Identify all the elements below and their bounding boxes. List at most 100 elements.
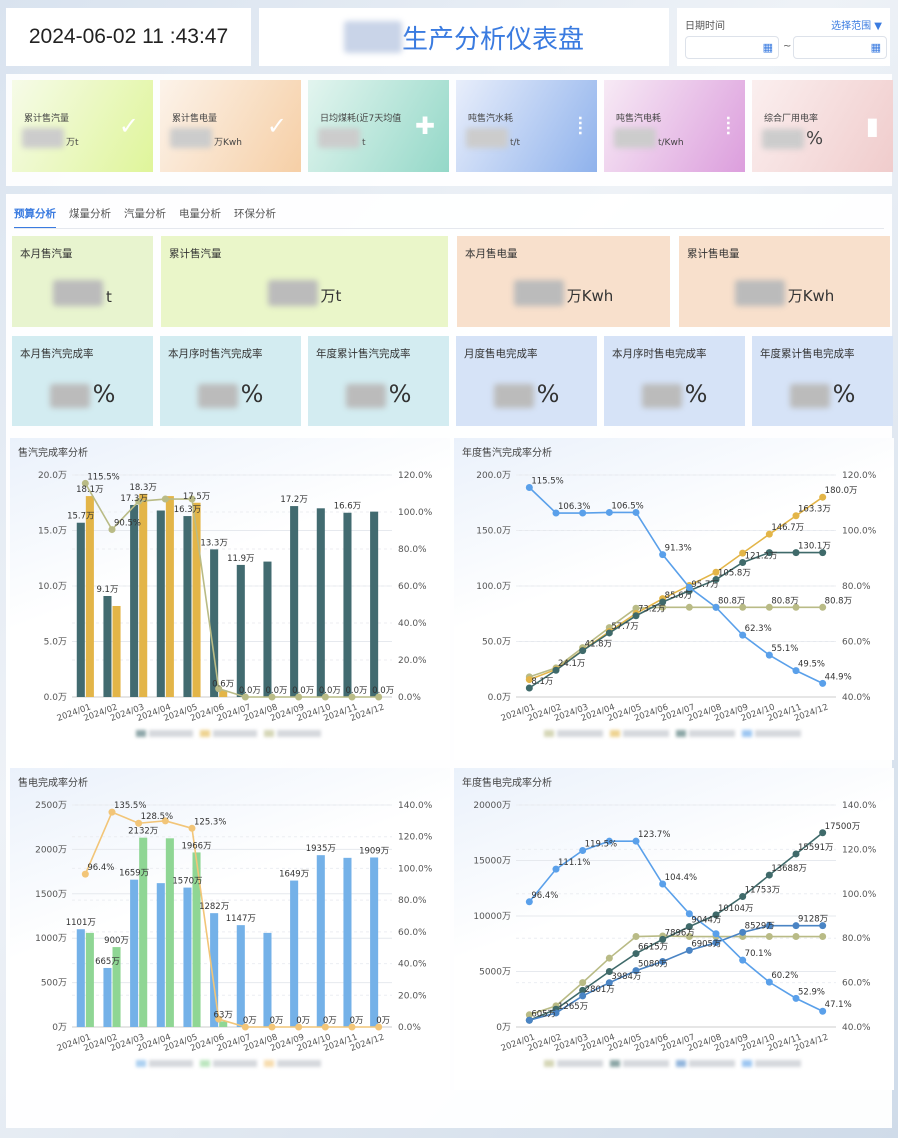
bar[interactable] xyxy=(183,516,192,697)
line-point[interactable] xyxy=(792,850,800,858)
line-point[interactable] xyxy=(765,603,773,611)
line-point[interactable] xyxy=(579,509,587,517)
line-point[interactable] xyxy=(819,679,827,687)
tab-1[interactable]: 煤量分析 xyxy=(69,208,111,220)
legend-label-blurred[interactable] xyxy=(623,1060,669,1067)
line-point[interactable] xyxy=(605,968,613,975)
bar[interactable] xyxy=(236,925,245,1027)
line-point[interactable] xyxy=(268,693,276,701)
kpi-card[interactable]: 综合厂用电率% ▮ xyxy=(752,80,893,172)
line-point[interactable] xyxy=(659,603,667,611)
bar[interactable] xyxy=(76,522,85,697)
line-point[interactable] xyxy=(659,935,667,943)
line-point[interactable] xyxy=(605,629,613,637)
kpi-card[interactable]: 日均煤耗(近7天均值 t ✚ xyxy=(308,80,449,172)
line-point[interactable] xyxy=(765,922,773,930)
line-point[interactable] xyxy=(579,986,587,994)
bar[interactable] xyxy=(103,967,112,1027)
line-point[interactable] xyxy=(632,967,640,975)
line-point[interactable] xyxy=(739,893,747,901)
line-point[interactable] xyxy=(81,870,89,878)
line-point[interactable] xyxy=(605,508,613,516)
tab-0[interactable]: 预算分析 xyxy=(14,206,56,229)
line-point[interactable] xyxy=(552,509,560,517)
line-point[interactable] xyxy=(712,603,720,611)
kpi-card[interactable]: 累计售电量 万Kwh ✓ xyxy=(160,80,301,172)
bar[interactable] xyxy=(263,561,272,697)
legend-swatch[interactable] xyxy=(544,1060,554,1067)
line-point[interactable] xyxy=(632,837,640,845)
legend-label-blurred[interactable] xyxy=(277,730,321,737)
line-point[interactable] xyxy=(135,819,143,827)
legend-label-blurred[interactable] xyxy=(149,1060,193,1067)
bar[interactable] xyxy=(130,879,139,1027)
line-point[interactable] xyxy=(659,958,667,966)
line-point[interactable] xyxy=(685,933,693,941)
bar[interactable] xyxy=(76,929,85,1027)
bar[interactable] xyxy=(165,496,174,697)
legend-swatch[interactable] xyxy=(676,730,686,737)
kpi-card[interactable]: 累计售汽量 万t ✓ xyxy=(12,80,153,172)
bar[interactable] xyxy=(370,511,379,697)
bar[interactable] xyxy=(183,887,192,1027)
line-point[interactable] xyxy=(819,603,827,611)
line-point[interactable] xyxy=(632,933,640,941)
bar[interactable] xyxy=(156,883,165,1027)
line-point[interactable] xyxy=(712,576,720,584)
legend-label-blurred[interactable] xyxy=(689,1060,735,1067)
line-point[interactable] xyxy=(579,647,587,655)
line-point[interactable] xyxy=(215,685,223,693)
bar[interactable] xyxy=(112,605,121,697)
line-point[interactable] xyxy=(525,483,533,491)
line-point[interactable] xyxy=(632,950,640,958)
line-point[interactable] xyxy=(765,978,773,986)
legend-swatch[interactable] xyxy=(676,1060,686,1067)
legend-swatch[interactable] xyxy=(136,1060,146,1067)
line-point[interactable] xyxy=(632,604,640,612)
line-point[interactable] xyxy=(819,829,827,837)
line-point[interactable] xyxy=(739,549,747,557)
bar[interactable] xyxy=(165,838,174,1027)
bar[interactable] xyxy=(219,690,228,697)
legend-label-blurred[interactable] xyxy=(755,1060,801,1067)
line-point[interactable] xyxy=(161,817,169,825)
kpi-card[interactable]: 吨售汽电耗 t/Kwh ⦙ xyxy=(604,80,745,172)
line-point[interactable] xyxy=(792,603,800,611)
line-point[interactable] xyxy=(685,603,693,611)
legend-swatch[interactable] xyxy=(544,730,554,737)
line-point[interactable] xyxy=(108,808,116,816)
line-point[interactable] xyxy=(819,922,827,930)
legend-label-blurred[interactable] xyxy=(557,730,603,737)
legend-label-blurred[interactable] xyxy=(623,730,669,737)
line-point[interactable] xyxy=(321,693,329,701)
bar[interactable] xyxy=(236,564,245,697)
legend-swatch[interactable] xyxy=(610,1060,620,1067)
legend-label-blurred[interactable] xyxy=(277,1060,321,1067)
line-point[interactable] xyxy=(712,568,720,576)
legend-swatch[interactable] xyxy=(742,730,752,737)
line-point[interactable] xyxy=(765,651,773,659)
line-point[interactable] xyxy=(375,1023,383,1031)
bar[interactable] xyxy=(343,512,352,697)
line-point[interactable] xyxy=(241,1023,249,1031)
line-point[interactable] xyxy=(659,880,667,888)
line-point[interactable] xyxy=(739,956,747,964)
line-point[interactable] xyxy=(792,994,800,1002)
line-point[interactable] xyxy=(739,558,747,566)
line-point[interactable] xyxy=(685,583,693,591)
bar[interactable] xyxy=(85,496,94,697)
line-point[interactable] xyxy=(632,612,640,620)
legend-swatch[interactable] xyxy=(264,1060,274,1067)
bar[interactable] xyxy=(290,506,299,697)
line-point[interactable] xyxy=(739,631,747,639)
line-point[interactable] xyxy=(605,837,613,845)
line-point[interactable] xyxy=(739,928,747,936)
line-point[interactable] xyxy=(579,979,587,987)
line-point[interactable] xyxy=(792,512,800,520)
line-point[interactable] xyxy=(188,495,196,503)
line-point[interactable] xyxy=(215,1015,223,1023)
line-point[interactable] xyxy=(579,992,587,1000)
legend-label-blurred[interactable] xyxy=(557,1060,603,1067)
line-point[interactable] xyxy=(525,1016,533,1024)
line-point[interactable] xyxy=(712,939,720,947)
